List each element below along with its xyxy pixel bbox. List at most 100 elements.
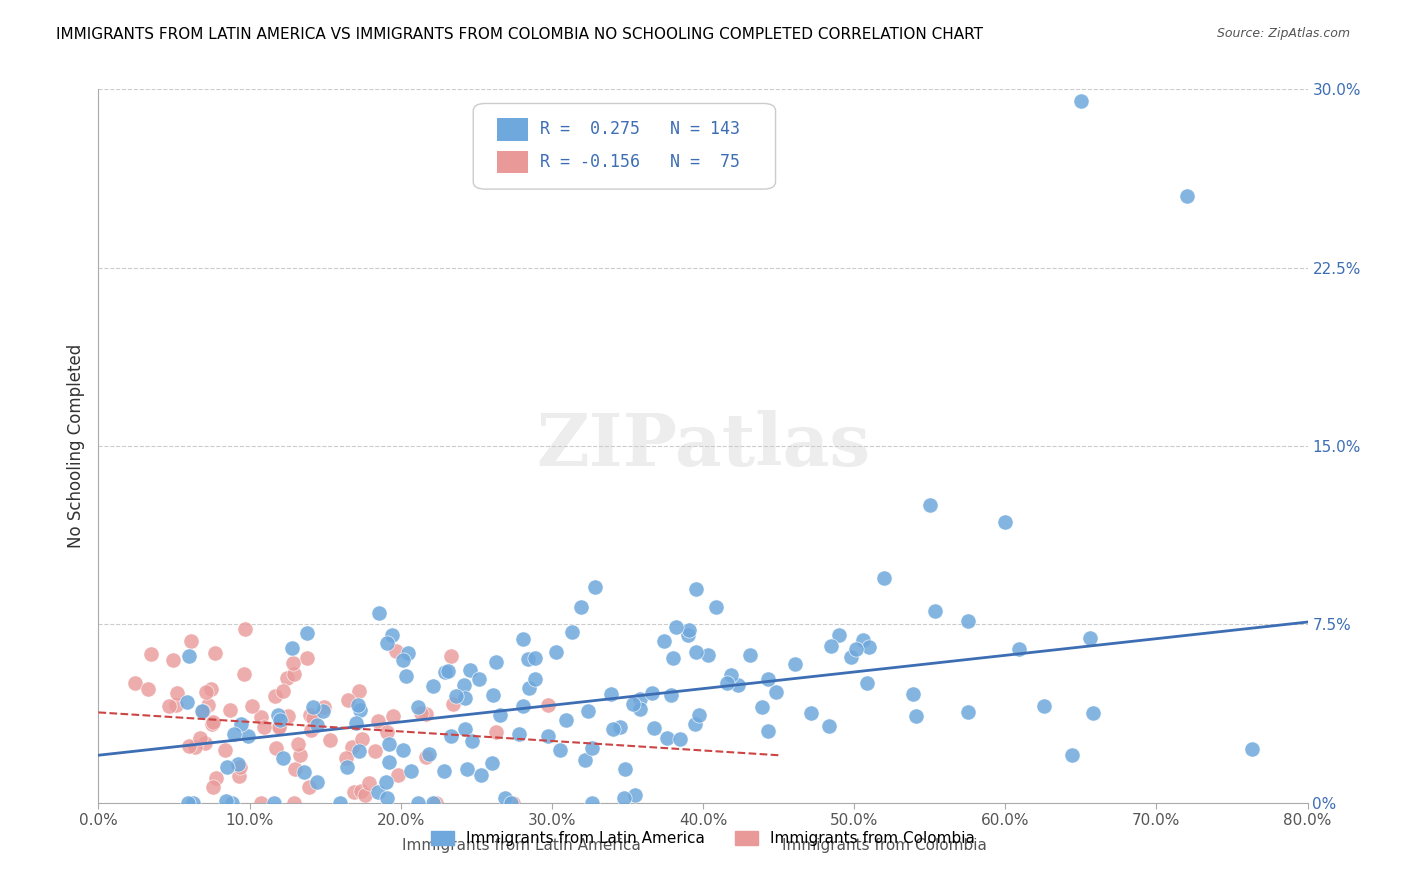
Point: [727, 678, 749, 692]
Point: [613, 791, 636, 805]
Point: [411, 706, 433, 721]
Point: [685, 582, 707, 596]
Point: [264, 740, 287, 755]
Point: [852, 632, 875, 647]
Point: [295, 651, 318, 665]
Point: [194, 736, 217, 750]
Point: [229, 760, 252, 774]
Point: [180, 634, 202, 648]
Point: [307, 775, 329, 789]
Text: Immigrants from Colombia: Immigrants from Colombia: [782, 838, 987, 853]
Point: [685, 645, 707, 659]
Point: [643, 721, 665, 735]
Point: [307, 718, 329, 732]
Point: [375, 636, 398, 650]
FancyBboxPatch shape: [498, 151, 527, 173]
Point: [756, 723, 779, 738]
Point: [581, 796, 603, 810]
Point: [621, 697, 644, 711]
Point: [488, 708, 510, 723]
Point: [302, 711, 325, 725]
Point: [238, 729, 260, 743]
Point: [391, 743, 413, 757]
Point: [367, 714, 389, 728]
Point: [994, 515, 1017, 529]
Point: [785, 657, 807, 672]
Point: [576, 704, 599, 718]
Point: [1081, 706, 1104, 720]
Point: [191, 705, 214, 719]
Point: [485, 655, 508, 669]
Point: [641, 686, 664, 700]
Point: [233, 622, 256, 636]
Point: [276, 671, 298, 685]
Point: [738, 648, 761, 663]
Point: [544, 645, 567, 659]
Point: [188, 731, 211, 745]
Point: [354, 788, 377, 802]
Point: [166, 686, 188, 700]
Point: [494, 791, 516, 805]
Point: [659, 689, 682, 703]
Point: [298, 708, 321, 723]
Point: [381, 628, 404, 642]
Point: [817, 719, 839, 733]
Point: [226, 757, 249, 772]
Point: [314, 700, 336, 714]
Point: [221, 796, 243, 810]
Point: [839, 650, 862, 665]
Point: [828, 628, 851, 642]
Point: [406, 796, 429, 810]
Text: ZIPatlas: ZIPatlas: [536, 410, 870, 482]
Point: [1033, 698, 1056, 713]
Point: [630, 701, 652, 715]
Point: [375, 774, 398, 789]
Point: [548, 743, 571, 757]
Point: [281, 641, 304, 656]
Point: [624, 789, 647, 803]
Point: [219, 703, 242, 717]
Point: [222, 727, 245, 741]
Point: [574, 753, 596, 767]
Point: [523, 650, 546, 665]
Point: [271, 751, 294, 765]
Point: [696, 648, 718, 662]
Point: [512, 632, 534, 646]
FancyBboxPatch shape: [474, 103, 776, 189]
Point: [271, 684, 294, 698]
Point: [368, 606, 391, 620]
Point: [231, 717, 253, 731]
Point: [284, 762, 307, 776]
FancyBboxPatch shape: [498, 118, 527, 141]
Point: [470, 768, 492, 782]
Point: [519, 681, 541, 695]
Point: [561, 624, 583, 639]
Point: [662, 650, 685, 665]
Point: [329, 796, 352, 810]
Point: [957, 615, 980, 629]
Point: [343, 785, 366, 799]
Point: [299, 723, 322, 737]
Point: [349, 703, 371, 717]
Point: [903, 688, 925, 702]
Text: R =  0.275   N = 143: R = 0.275 N = 143: [540, 120, 740, 138]
Point: [583, 580, 606, 594]
Point: [1008, 642, 1031, 657]
Point: [704, 599, 727, 614]
Point: [395, 669, 418, 683]
Point: [347, 744, 370, 758]
Point: [336, 693, 359, 707]
Point: [200, 682, 222, 697]
Point: [204, 646, 226, 660]
Point: [396, 646, 419, 660]
Point: [554, 713, 576, 727]
Point: [375, 790, 398, 805]
Point: [628, 691, 651, 706]
Point: [292, 764, 315, 779]
Point: [751, 700, 773, 714]
Point: [1175, 189, 1198, 203]
Point: [283, 666, 305, 681]
Point: [845, 642, 868, 657]
Point: [359, 776, 381, 790]
Text: Source: ZipAtlas.com: Source: ZipAtlas.com: [1216, 27, 1350, 40]
